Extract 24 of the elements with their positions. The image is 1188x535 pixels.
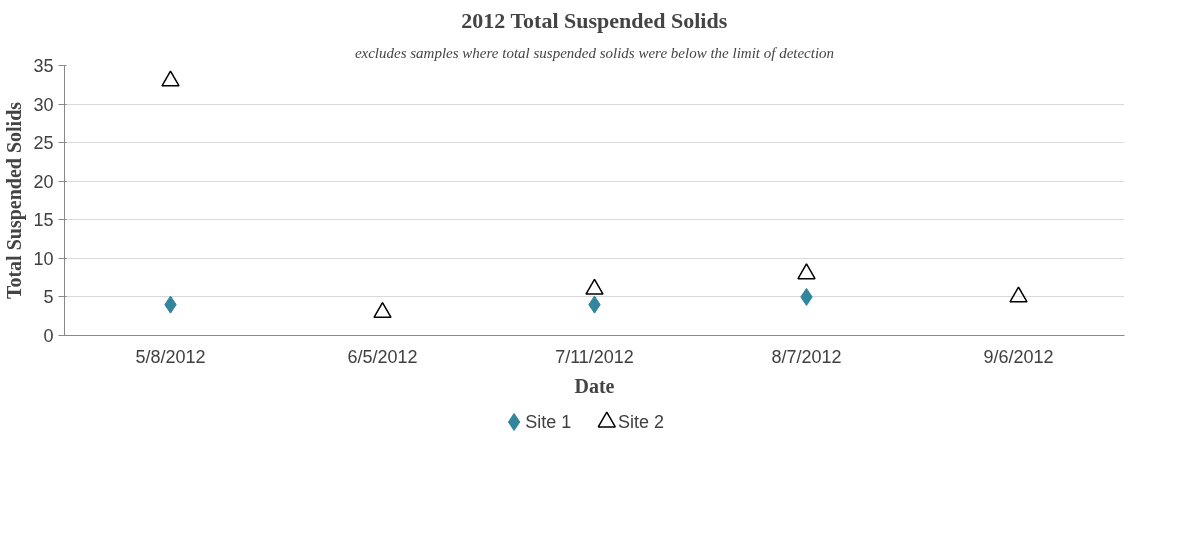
x-tick-label: 6/5/2012	[347, 346, 418, 367]
y-tick-label: 15	[33, 210, 54, 231]
y-tick-label: 30	[33, 94, 54, 115]
x-tick-label: 9/6/2012	[983, 346, 1054, 367]
y-tick-label: 10	[33, 248, 54, 269]
point	[1009, 286, 1028, 303]
point	[373, 301, 392, 319]
x-tick-label: 7/11/2012	[555, 346, 634, 367]
legend-label: Site 1	[525, 412, 572, 432]
point	[585, 278, 604, 295]
x-tick-label: 5/8/2012	[135, 346, 206, 367]
y-tick-label: 0	[43, 326, 54, 346]
chart-subtitle: excludes samples where total suspended solids were below the limit of detection	[354, 44, 835, 61]
chart-title: 2012 Total Suspended Solids	[461, 7, 728, 33]
y-axis-title: Total Suspended Solids	[3, 101, 27, 300]
y-tick-label: 5	[43, 287, 54, 308]
point	[797, 263, 816, 280]
y-tick-label: 20	[33, 171, 54, 192]
y-tick-label: 25	[33, 133, 54, 154]
legend-label: Site 2	[617, 412, 664, 432]
x-axis-title: Date	[574, 374, 615, 397]
x-tick-label: 8/7/2012	[771, 346, 842, 367]
point	[161, 70, 180, 87]
y-tick-label: 35	[33, 56, 54, 76]
